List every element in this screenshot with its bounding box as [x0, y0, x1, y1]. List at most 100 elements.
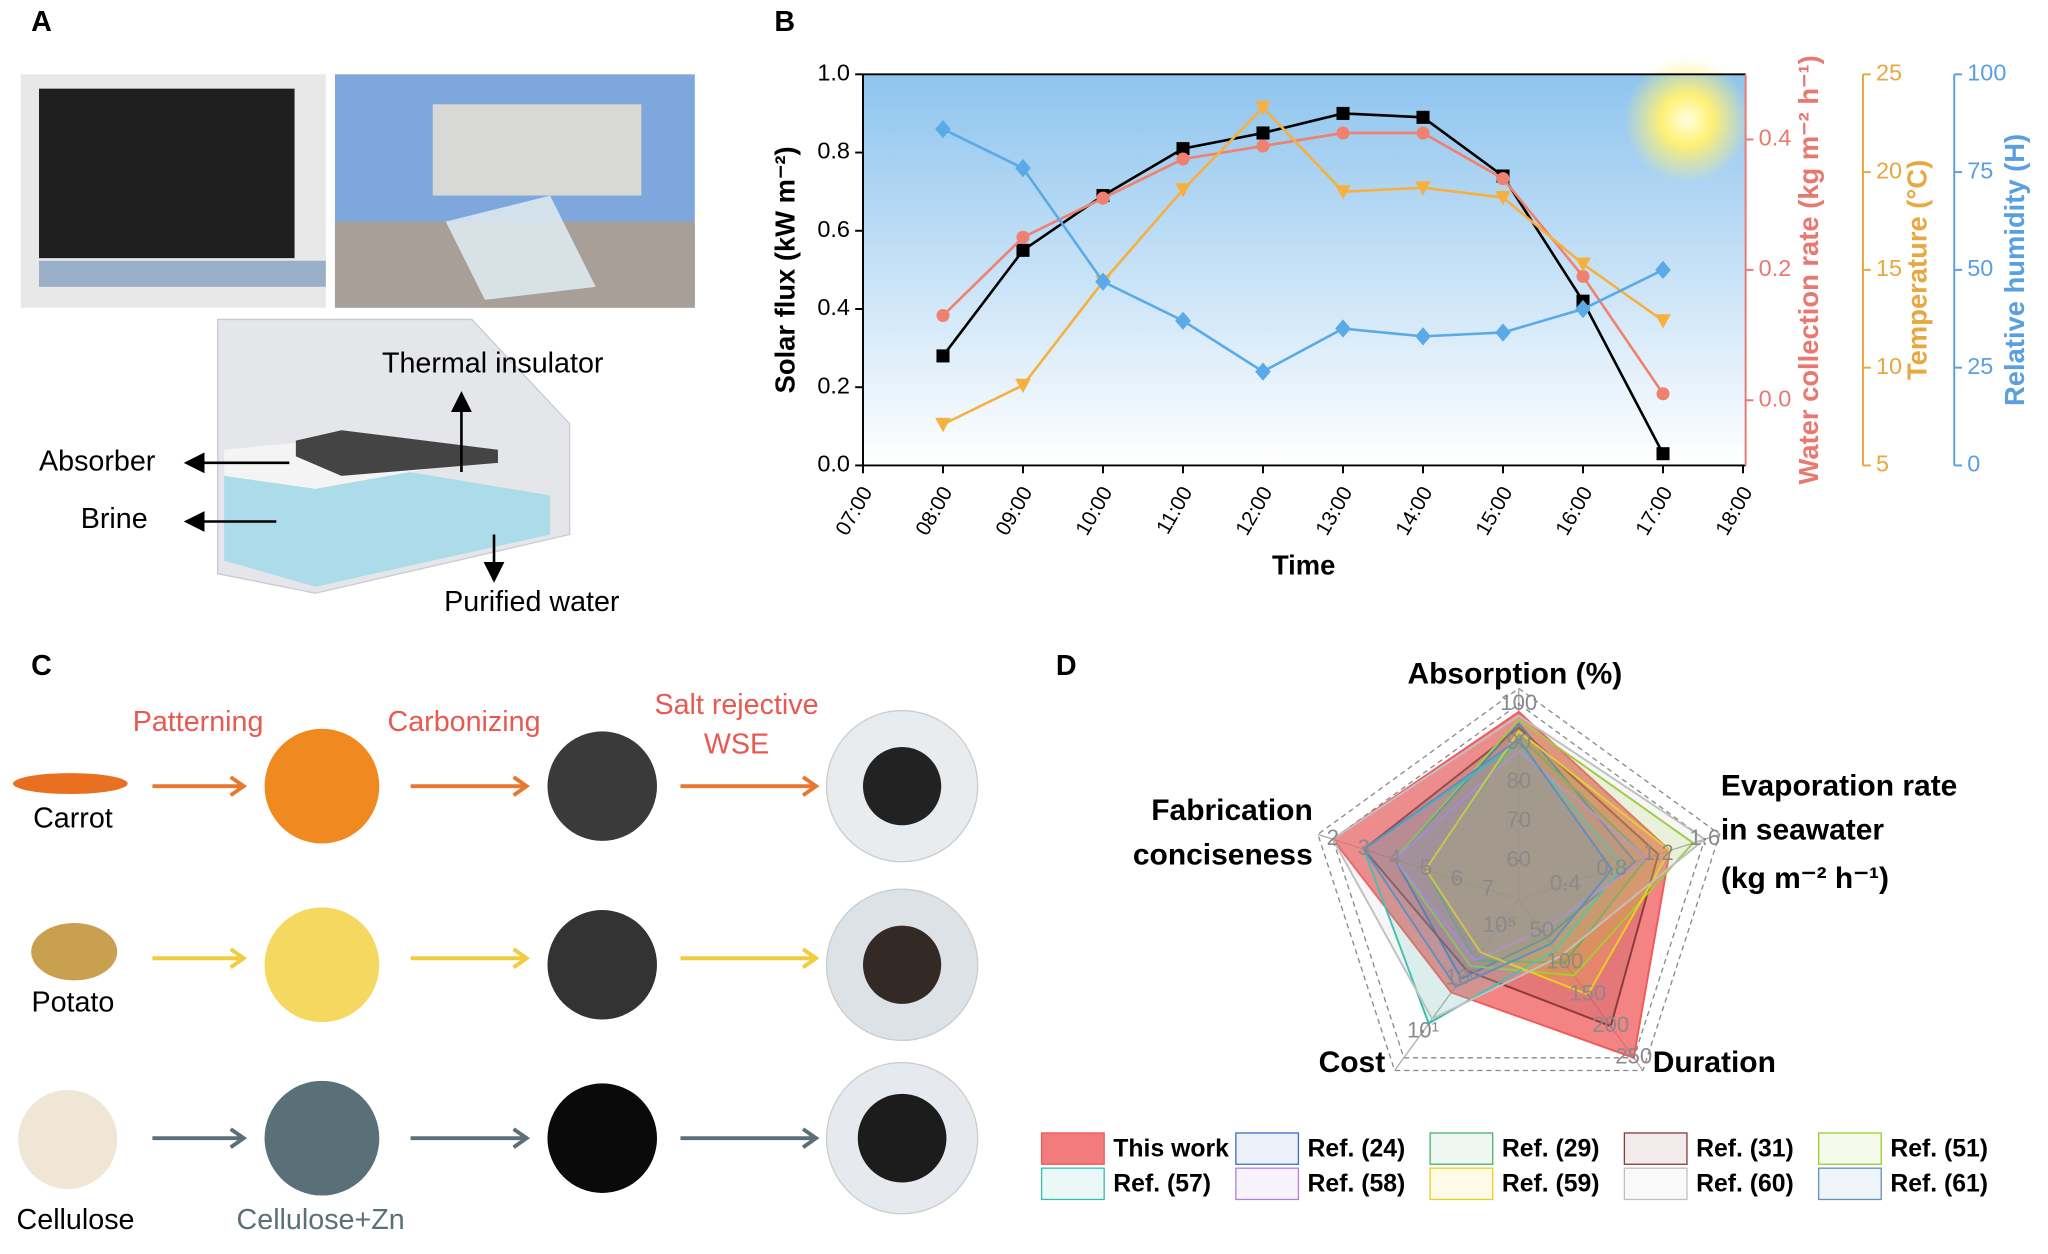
annotations: A B C D Thermal insulator Absorber Brine…: [17, 6, 1077, 1236]
axis-tick-label: 150: [1569, 980, 1606, 1005]
axis-tick-label: 100: [1500, 690, 1537, 715]
material-label: Cellulose+Zn: [237, 1204, 405, 1236]
panel-label: C: [31, 650, 52, 682]
radar-area: [1393, 718, 1695, 977]
step-label: Salt rejective: [654, 689, 818, 721]
data-point: [1096, 191, 1110, 205]
material-label: Cellulose: [17, 1204, 135, 1236]
sun-icon: [1624, 57, 1750, 183]
y-axis-title: Temperature (°C): [1901, 160, 1932, 380]
axis-tick: [1393, 858, 1397, 861]
data-point: [1655, 314, 1671, 329]
axis-tick: [1331, 837, 1335, 841]
x-tick-label: 14:00: [1391, 483, 1437, 540]
series-line: [942, 105, 1664, 426]
axis-label: in seawater: [1721, 814, 1885, 847]
data-point: [1575, 257, 1591, 272]
step-label: WSE: [704, 728, 769, 760]
x-tick-label: 09:00: [991, 483, 1037, 540]
y-tick-label: 5: [1876, 451, 1889, 477]
annotation: Absorber: [39, 445, 156, 477]
axis-tick-label: 1.6: [1689, 825, 1720, 850]
data-point: [1656, 447, 1670, 461]
y-tick-label: 50: [1967, 255, 1993, 281]
axis-tick: [1498, 924, 1501, 928]
axis-tick-label: 60: [1506, 846, 1531, 871]
legend-label: Ref. (57): [1113, 1171, 1211, 1198]
data-point: [1176, 142, 1190, 156]
data-point: [1256, 126, 1270, 140]
annotation: Brine: [81, 503, 148, 535]
data-point: [1416, 110, 1430, 124]
data-point: [1416, 126, 1430, 140]
panel-c-art: [12, 709, 979, 1215]
x-tick-label: 17:00: [1631, 483, 1677, 540]
data-point: [1415, 327, 1431, 346]
data-point: [1175, 183, 1191, 198]
data-point: [1496, 172, 1510, 186]
y-tick-label: 0.4: [1759, 125, 1792, 151]
axis-tick: [1703, 837, 1707, 841]
legend-swatch: [1429, 1167, 1494, 1201]
material-label: Potato: [31, 986, 114, 1018]
data-point: [1656, 387, 1670, 401]
legend-swatch: [1429, 1132, 1494, 1165]
axis-tick-label: 7: [1482, 875, 1494, 900]
legend-label: Ref. (59): [1502, 1171, 1600, 1198]
legend-swatch: [1040, 1167, 1105, 1201]
material-label: Carrot: [33, 803, 113, 835]
y-tick-label: 25: [1967, 353, 1993, 379]
axis-tick-label: 5: [1420, 855, 1432, 880]
panel-label: A: [31, 6, 52, 38]
axis-tick-label: 10⁵: [1483, 912, 1517, 937]
legend-label: Ref. (31): [1696, 1135, 1794, 1162]
series-line: [942, 127, 1664, 374]
axis-tick: [1517, 702, 1521, 706]
axis-tick-label: 4: [1389, 845, 1401, 870]
radar-area: [1424, 729, 1672, 996]
data-point: [1495, 191, 1511, 206]
axis-tick: [1517, 820, 1521, 823]
y-tick-label: 75: [1967, 157, 1993, 183]
radar-chart: 60 70 80 90 100 0.4 0.8 1.2 1.6 50 100 150 200 250 10⁵…: [1040, 657, 1988, 1201]
axis-tick: [1632, 1056, 1636, 1060]
axis-tick: [1517, 741, 1521, 745]
y-tick-label: 10: [1876, 353, 1902, 379]
axis-label: Cost: [1319, 1046, 1386, 1079]
axis-tick-label: 0.8: [1596, 855, 1627, 880]
data-point: [1336, 126, 1350, 140]
y-axis-title: Relative humidity (H): [1999, 134, 2030, 406]
x-tick-label: 18:00: [1711, 483, 1757, 540]
data-point: [1576, 269, 1590, 283]
legend-swatch: [1817, 1132, 1882, 1165]
axis-tick: [1586, 993, 1590, 996]
axis-tick: [1486, 888, 1490, 891]
axis-tick: [1656, 852, 1660, 856]
y-tick-label: 0.4: [817, 294, 850, 320]
step-label: Patterning: [133, 706, 264, 738]
series-line: [942, 131, 1665, 395]
legend-label: Ref. (58): [1308, 1171, 1406, 1198]
data-point: [1256, 139, 1270, 153]
axis-tick-label: 250: [1615, 1044, 1652, 1069]
axis-label: (kg m⁻² h⁻¹): [1721, 862, 1889, 895]
y-tick-label: 0.2: [817, 372, 850, 398]
axis-tick-label: 90: [1506, 729, 1531, 754]
data-point: [1335, 185, 1351, 200]
y-tick-label: 0.0: [817, 451, 850, 477]
panel-a-art: [20, 74, 695, 594]
legend-label: Ref. (24): [1308, 1135, 1406, 1162]
axis-tick: [1362, 847, 1366, 851]
axis-tick: [1424, 868, 1428, 871]
axis-tick: [1517, 859, 1521, 862]
data-point: [1176, 152, 1190, 166]
legend-label: Ref. (29): [1502, 1135, 1600, 1162]
y-tick-label: 20: [1876, 157, 1902, 183]
axis-label: Absorption (%): [1407, 657, 1622, 690]
data-point: [1415, 181, 1431, 196]
data-point: [936, 308, 950, 323]
legend-swatch: [1040, 1132, 1105, 1165]
line-chart: 0.0 0.2 0.4 0.6 0.8 1.0 Solar flux (kW m⁻²) 0.0…: [770, 55, 2030, 580]
x-tick-label: 13:00: [1311, 483, 1357, 540]
